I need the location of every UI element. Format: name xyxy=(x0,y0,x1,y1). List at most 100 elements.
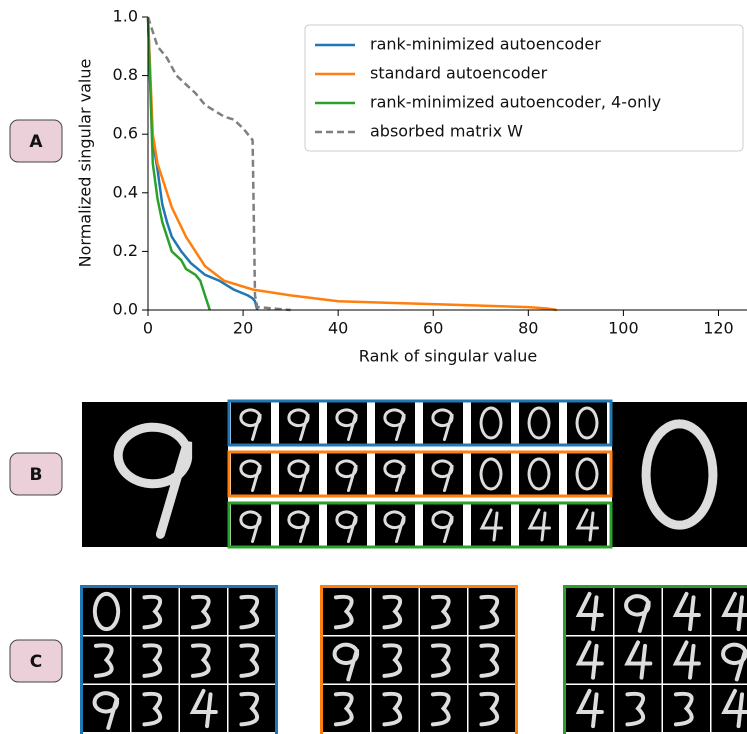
digit-stroke xyxy=(721,591,747,632)
image-tile xyxy=(375,453,415,495)
panel-label-box xyxy=(9,452,63,496)
image-tile xyxy=(327,402,367,444)
grid-frame xyxy=(80,585,278,734)
digit-stroke xyxy=(113,422,193,539)
strip-frame xyxy=(227,399,613,447)
digit-stroke xyxy=(431,459,454,492)
panel-label-box xyxy=(9,119,63,163)
digit-stroke xyxy=(382,643,403,678)
digit-stroke xyxy=(479,406,503,440)
digit-stroke xyxy=(575,640,604,680)
digit-stroke xyxy=(673,691,694,727)
digit-stroke xyxy=(332,642,360,682)
image-tile xyxy=(423,402,463,444)
image-tile xyxy=(279,402,319,444)
x-tick-label: 100 xyxy=(608,319,639,338)
y-tick-label: 0.4 xyxy=(113,182,138,201)
x-tick-label: 20 xyxy=(233,319,253,338)
digit-stroke xyxy=(479,457,503,491)
x-tick-label: 0 xyxy=(143,319,153,338)
y-tick-label: 0.2 xyxy=(113,241,138,260)
grid-frame xyxy=(563,585,747,734)
strip-frame xyxy=(227,501,613,549)
digit-stroke xyxy=(190,594,211,630)
grid-frame xyxy=(320,585,518,734)
panel-label-box xyxy=(9,639,63,683)
image-tile xyxy=(375,504,415,546)
digit-stroke xyxy=(430,594,451,630)
digit-stroke xyxy=(479,594,500,630)
digit-stroke xyxy=(624,640,653,680)
digit-stroke xyxy=(383,459,406,492)
digit-stroke xyxy=(431,510,454,543)
image-panels xyxy=(80,399,747,734)
legend-box xyxy=(304,24,744,152)
strip-frame xyxy=(227,450,613,498)
digit-stroke xyxy=(92,591,121,632)
panel-label: C xyxy=(30,652,42,672)
y-tick-label: 0.6 xyxy=(113,124,138,143)
image-tile xyxy=(423,504,463,546)
digit-stroke xyxy=(672,591,701,632)
image-tile xyxy=(279,453,319,495)
digit-stroke xyxy=(287,408,310,441)
digit-stroke xyxy=(575,457,599,491)
panel-label: A xyxy=(29,132,43,152)
digit-stroke xyxy=(383,510,406,543)
y-tick-label: 0.0 xyxy=(113,300,138,319)
panel-label: B xyxy=(30,465,43,485)
image-tile xyxy=(231,402,271,444)
series-line xyxy=(146,16,291,312)
digit-stroke xyxy=(239,691,260,727)
image-tile xyxy=(231,504,271,546)
digit-stroke xyxy=(575,688,604,729)
digit-stroke xyxy=(575,406,599,440)
series-line xyxy=(146,16,259,311)
digit-stroke xyxy=(479,643,500,678)
digit-stroke xyxy=(142,643,163,678)
digit-stroke xyxy=(335,408,358,441)
x-axis-label: Rank of singular value xyxy=(359,347,537,366)
digit-stroke xyxy=(239,510,262,543)
digit-stroke xyxy=(287,510,310,543)
digit-stroke xyxy=(721,688,747,729)
digit-stroke xyxy=(672,640,701,680)
digit-stroke xyxy=(575,591,604,632)
digit-stroke xyxy=(335,459,358,492)
digit-stroke xyxy=(142,594,163,630)
legend-label: absorbed matrix W xyxy=(370,122,523,141)
digit-stroke xyxy=(430,643,451,678)
digit-stroke xyxy=(527,406,551,440)
y-tick-label: 0.8 xyxy=(113,65,138,84)
digit-stroke xyxy=(333,691,354,727)
digit-stroke xyxy=(625,691,646,727)
image-tile xyxy=(327,453,367,495)
x-tick-label: 80 xyxy=(518,319,538,338)
digit-stroke xyxy=(190,643,211,678)
y-tick-label: 1.0 xyxy=(113,7,138,26)
digit-stroke xyxy=(721,642,747,682)
digit-stroke xyxy=(189,688,218,729)
plot: 0 20 40 60 80 100 120 0.0 0.2 0.4 0.6 0.8 1.0 rank-mi… xyxy=(113,7,747,338)
digit-stroke xyxy=(383,408,406,441)
x-tick-label: 60 xyxy=(423,319,443,338)
x-tick-label: 40 xyxy=(328,319,348,338)
legend-label: rank-minimized autoencoder, 4-only xyxy=(370,93,661,112)
digit-stroke xyxy=(382,594,403,630)
image-tile xyxy=(231,453,271,495)
image-tile xyxy=(375,402,415,444)
digit-stroke xyxy=(239,408,262,441)
image-tile xyxy=(423,453,463,495)
digit-stroke xyxy=(431,408,454,441)
legend-label: standard autoencoder xyxy=(370,64,548,83)
digit-stroke xyxy=(239,643,260,678)
digit-stroke xyxy=(92,691,120,730)
digit-stroke xyxy=(239,594,260,630)
series-line xyxy=(146,16,211,311)
series-line xyxy=(146,16,557,312)
digit-stroke xyxy=(527,457,551,491)
digit-stroke xyxy=(142,691,163,727)
digit-stroke xyxy=(479,691,500,727)
digit-stroke xyxy=(335,510,358,543)
